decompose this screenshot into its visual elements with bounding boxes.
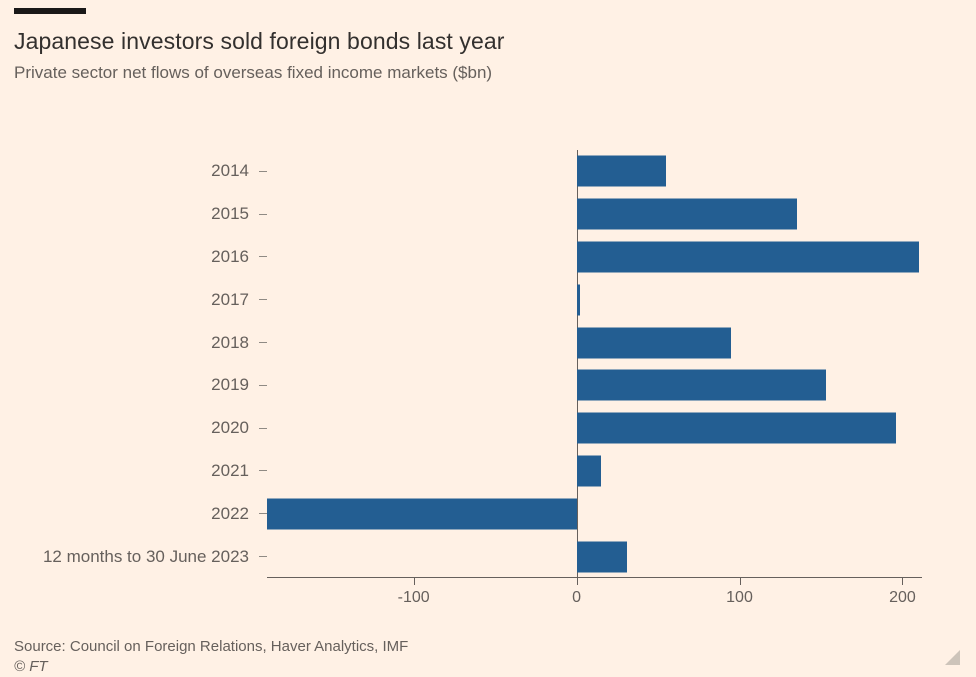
y-axis-label: 2018 — [211, 332, 249, 352]
y-axis-label: 2022 — [211, 503, 249, 523]
chart-title: Japanese investors sold foreign bonds la… — [14, 28, 505, 54]
copyright-note: © FT — [14, 658, 48, 675]
bar-track — [267, 236, 922, 279]
x-axis: -100 0 100 200 — [267, 578, 922, 612]
x-axis-tick — [902, 578, 904, 585]
y-axis-row: 2014 — [14, 150, 267, 193]
bar-track — [267, 321, 922, 364]
y-axis-tick — [259, 256, 267, 258]
y-axis-tick — [259, 299, 267, 301]
plot-area: -100 0 100 200 — [267, 150, 922, 612]
y-axis-row: 2015 — [14, 193, 267, 236]
x-axis-tick-label: 0 — [572, 589, 582, 606]
bar — [576, 284, 580, 316]
y-axis-tick — [259, 513, 267, 515]
bar-track — [267, 492, 922, 535]
bar-track — [267, 364, 922, 407]
y-axis-label: 2014 — [211, 161, 249, 181]
x-axis-tick-label: 200 — [889, 589, 916, 606]
y-axis-label: 2015 — [211, 204, 249, 224]
source-note: Source: Council on Foreign Relations, Ha… — [14, 638, 409, 655]
ft-slug-bar — [14, 8, 86, 14]
y-axis-tick — [259, 384, 267, 386]
y-axis-row: 2016 — [14, 236, 267, 279]
bar-track — [267, 193, 922, 236]
bar — [576, 541, 628, 573]
bar — [576, 412, 896, 444]
zero-line — [576, 150, 578, 577]
bar-track — [267, 450, 922, 493]
bar-track — [267, 150, 922, 193]
y-axis-label: 2020 — [211, 418, 249, 438]
y-axis-row: 2017 — [14, 278, 267, 321]
chart-subtitle: Private sector net flows of overseas fix… — [14, 63, 493, 82]
y-axis: 2014 2015 2016 2017 2018 2019 2020 2021 2022 12 m… — [14, 150, 267, 612]
y-axis-tick — [259, 213, 267, 215]
bar — [267, 498, 577, 530]
y-axis-label: 2019 — [211, 375, 249, 395]
x-axis-tick — [576, 578, 578, 585]
y-axis-row: 2021 — [14, 450, 267, 493]
bar-track — [267, 535, 922, 578]
y-axis-row: 12 months to 30 June 2023 — [14, 535, 267, 578]
bar — [576, 327, 732, 359]
y-axis-label: 12 months to 30 June 2023 — [42, 546, 249, 566]
y-axis-tick — [259, 556, 267, 558]
y-axis-label: 2017 — [211, 289, 249, 309]
chart-rows — [267, 150, 922, 578]
y-axis-label: 2016 — [211, 246, 249, 266]
y-axis-label: 2021 — [211, 460, 249, 480]
x-axis-tick — [413, 578, 415, 585]
x-axis-tick — [739, 578, 741, 585]
bar — [576, 241, 919, 273]
x-axis-tick-label: -100 — [397, 589, 430, 606]
y-axis-tick — [259, 342, 267, 344]
bar-chart: 2014 2015 2016 2017 2018 2019 2020 2021 2022 12 m… — [14, 150, 922, 612]
bar-track — [267, 407, 922, 450]
y-axis-tick — [259, 170, 267, 172]
y-axis-row: 2018 — [14, 321, 267, 364]
x-axis-tick-label: 100 — [726, 589, 753, 606]
y-axis-tick — [259, 427, 267, 429]
resize-handle-icon[interactable] — [945, 650, 960, 665]
y-axis-row: 2020 — [14, 407, 267, 450]
y-axis-row: 2019 — [14, 364, 267, 407]
bar — [576, 198, 797, 230]
bar — [576, 155, 667, 187]
bar-track — [267, 278, 922, 321]
bar — [576, 455, 601, 487]
y-axis-tick — [259, 470, 267, 472]
y-axis-row: 2022 — [14, 492, 267, 535]
bar — [576, 369, 826, 401]
